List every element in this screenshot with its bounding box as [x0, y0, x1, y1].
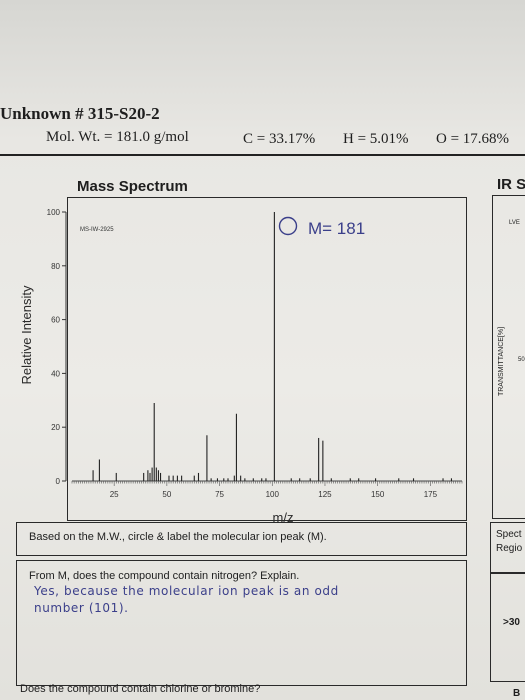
- right-box-1: [490, 522, 525, 574]
- carbon-percent: C = 33.17%: [243, 131, 316, 147]
- x-tick-label: 100: [266, 490, 280, 499]
- answer-2-line-1: Yes, because the molecular ion peak is a…: [34, 584, 339, 598]
- y-tick-label: 0: [56, 477, 61, 486]
- y-tick-label: 100: [47, 208, 61, 217]
- right-spect-label: Spect: [496, 529, 522, 540]
- x-tick-label: 175: [424, 490, 438, 499]
- x-tick-label: 125: [318, 490, 332, 499]
- ir-spectrum-title: IR S: [497, 176, 525, 193]
- oxygen-percent: O = 17.68%: [436, 131, 510, 147]
- question-box-1: [16, 522, 467, 556]
- y-tick-label: 20: [51, 423, 60, 432]
- ir-label-top: LVE: [509, 220, 520, 226]
- x-tick-label: 150: [371, 490, 385, 499]
- molecular-ion-annotation: M= 181: [308, 219, 365, 238]
- right-regio-label: Regio: [496, 543, 523, 554]
- x-tick-label: 50: [162, 490, 171, 499]
- header-rule: [0, 154, 525, 156]
- ir-frame: [492, 195, 525, 519]
- spectrum-id: MS-IW-2925: [80, 227, 114, 233]
- ir-label-small: 50: [518, 357, 525, 363]
- question-2: From M, does the compound contain nitrog…: [29, 570, 300, 582]
- right-gt30-label: >30: [503, 617, 520, 628]
- question-1: Based on the M.W., circle & label the mo…: [29, 531, 327, 543]
- mol-wt-text: Mol. Wt. = 181.0 g/mol: [46, 129, 189, 145]
- question-3: Does the compound contain chlorine or br…: [20, 683, 261, 695]
- y-tick-label: 60: [51, 316, 60, 325]
- hydrogen-percent: H = 5.01%: [343, 131, 409, 147]
- x-axis-label: m/z: [273, 510, 294, 525]
- question-box-2: [16, 560, 467, 686]
- right-b-label: B: [513, 688, 521, 699]
- unknown-title: Unknown # 315-S20-2: [0, 104, 160, 123]
- y-tick-label: 80: [51, 262, 60, 271]
- x-tick-label: 25: [110, 490, 119, 499]
- molecular-ion-circle: [278, 216, 298, 236]
- x-tick-label: 75: [215, 490, 224, 499]
- spectrum-frame: [67, 197, 467, 521]
- y-tick-label: 40: [51, 369, 60, 378]
- answer-2-line-2: number (101).: [34, 601, 129, 615]
- mass-spectrum-title: Mass Spectrum: [77, 178, 188, 195]
- y-axis-label: Relative Intensity: [19, 285, 34, 384]
- right-box-2: [490, 572, 525, 682]
